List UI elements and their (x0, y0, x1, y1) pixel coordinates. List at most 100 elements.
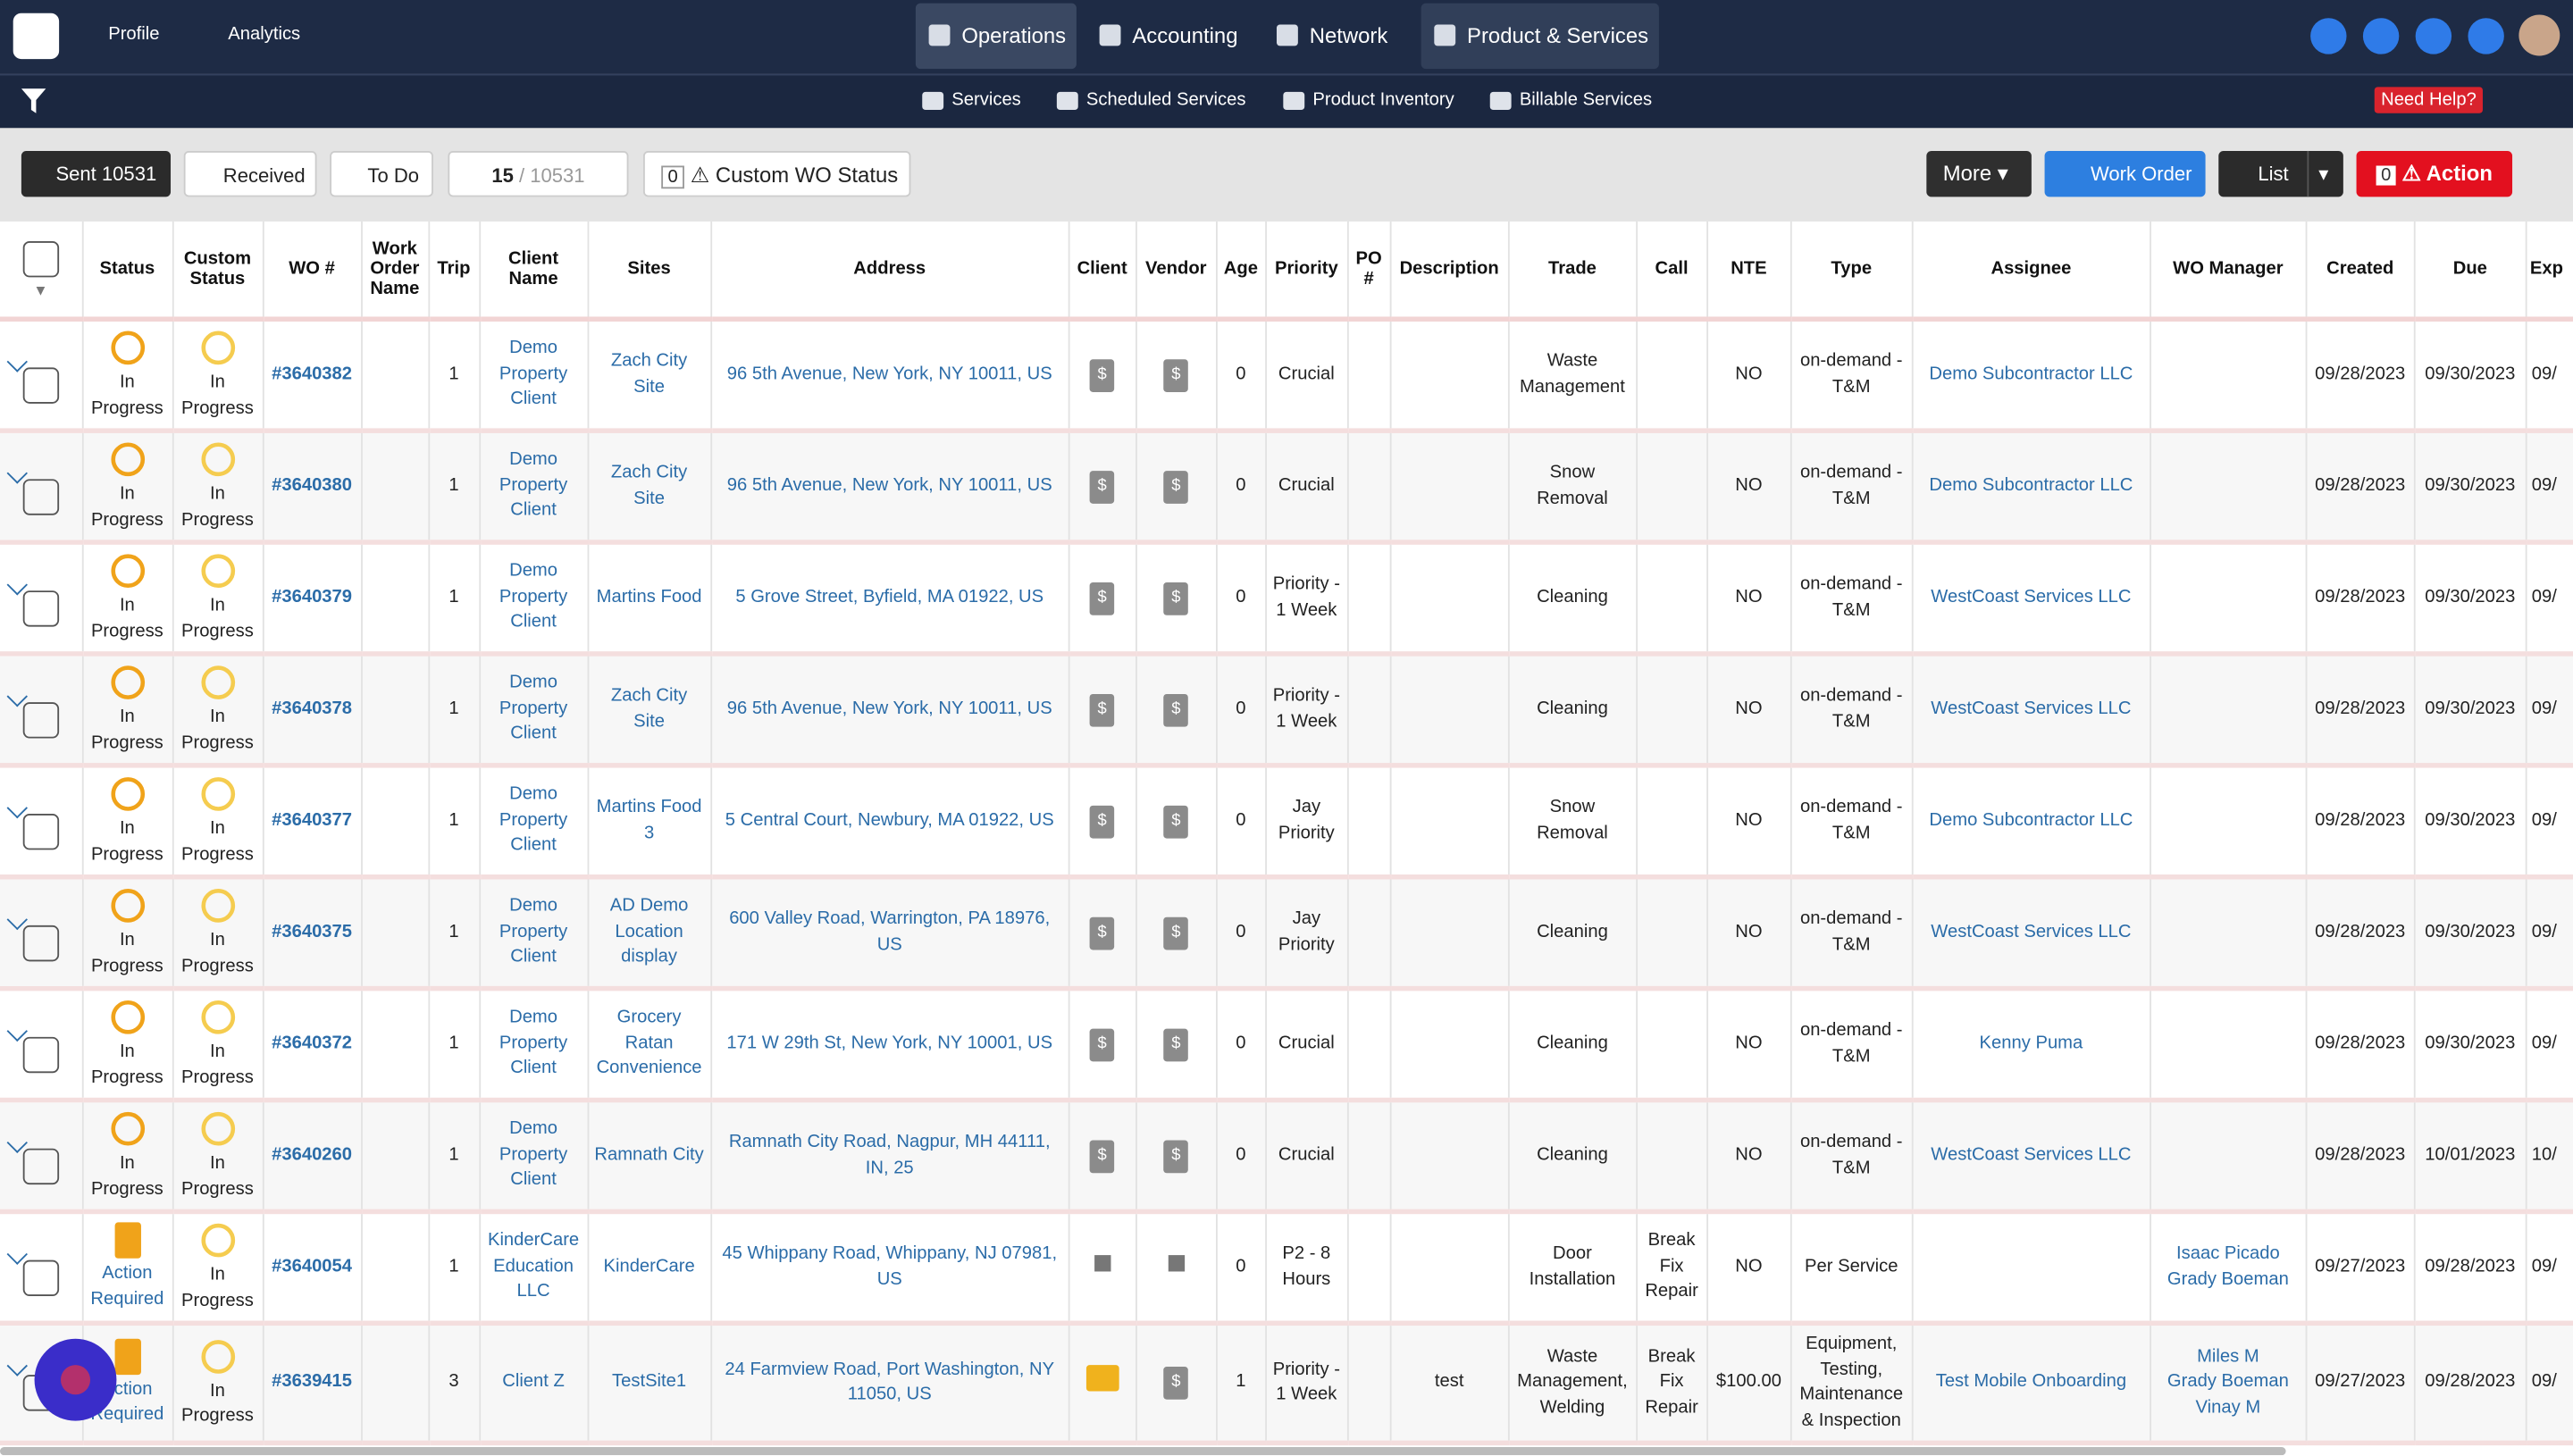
column-header[interactable]: Status (81, 221, 173, 322)
more-button[interactable]: More ▾ (1926, 150, 2032, 197)
checkbox[interactable] (22, 240, 59, 277)
wo-text[interactable]: #3640377 (272, 809, 353, 830)
invoice-icon[interactable]: $ (1089, 1139, 1115, 1173)
invoice-icon[interactable]: $ (1089, 582, 1115, 615)
address-text[interactable]: 171 W 29th St, New York, NY 10001, US (726, 1033, 1053, 1053)
client-text[interactable]: Demo Property Client (499, 1119, 568, 1191)
sub-nav-link[interactable]: Services (922, 90, 1021, 111)
site-text[interactable]: Zach City Site (610, 351, 688, 397)
assignee-text[interactable]: WestCoast Services LLC (1931, 587, 2132, 607)
invoice-icon[interactable]: $ (1163, 693, 1189, 726)
avatar[interactable] (2519, 14, 2560, 56)
site-text[interactable]: AD Demo Location display (609, 896, 689, 967)
column-header[interactable]: Sites (587, 221, 712, 322)
scrollbar[interactable] (0, 1447, 2286, 1456)
site-text[interactable]: Martins Food 3 (596, 797, 702, 843)
column-header[interactable]: Client (1069, 221, 1137, 322)
page-input[interactable]: 15 / 10531 (448, 150, 629, 197)
address-text[interactable]: 96 5th Avenue, New York, NY 10011, US (726, 364, 1052, 384)
checkbox[interactable] (22, 925, 59, 961)
wo-text[interactable]: #3640378 (272, 698, 353, 719)
client-text[interactable]: KinderCare Education LLC (487, 1231, 580, 1301)
list-button[interactable]: List ▾ (2218, 150, 2343, 197)
nav-link[interactable]: Analytics (228, 24, 301, 45)
assignee-text[interactable]: WestCoast Services LLC (1931, 698, 2132, 719)
address-text[interactable]: 45 Whippany Road, Whippany, NJ 07981, US (722, 1243, 1058, 1289)
invoice-icon[interactable]: $ (1089, 693, 1115, 726)
address-text[interactable]: 96 5th Avenue, New York, NY 10011, US (726, 698, 1052, 719)
manager-text[interactable]: Vinay M (2195, 1397, 2261, 1418)
nav-link[interactable]: Profile (108, 24, 160, 45)
checkbox[interactable] (22, 1148, 59, 1184)
column-header[interactable]: Vendor (1136, 221, 1218, 322)
column-header[interactable]: Due (2414, 221, 2527, 322)
invoice-icon[interactable]: $ (1163, 916, 1189, 950)
column-header[interactable]: WO # (262, 221, 363, 322)
icon-button[interactable] (2415, 18, 2452, 54)
wo-text[interactable]: #3639415 (272, 1371, 353, 1393)
filter-icon[interactable] (21, 88, 46, 114)
address-text[interactable]: Ramnath City Road, Nagpur, MH 44111, IN,… (728, 1132, 1051, 1177)
address-text[interactable]: 24 Farmview Road, Port Washington, NY 11… (725, 1359, 1055, 1405)
column-header[interactable]: Age (1216, 221, 1267, 322)
client-text[interactable]: Demo Property Client (499, 449, 568, 521)
column-header[interactable]: Description (1390, 221, 1510, 322)
todo-button[interactable]: To Do (330, 150, 433, 197)
manager-text[interactable]: Miles M (2197, 1346, 2259, 1367)
action-button[interactable]: 0 ⚠ Action (2356, 150, 2513, 197)
column-header[interactable]: Work Order Name (361, 221, 430, 322)
column-header[interactable]: WO Manager (2150, 221, 2308, 322)
checkbox[interactable] (22, 1259, 59, 1296)
help-button[interactable]: Need Help? (2374, 87, 2484, 113)
invoice-icon[interactable]: $ (1163, 358, 1189, 392)
site-text[interactable]: TestSite1 (612, 1371, 687, 1393)
checkbox[interactable] (22, 813, 59, 849)
address-text[interactable]: 96 5th Avenue, New York, NY 10011, US (726, 475, 1052, 496)
site-text[interactable]: KinderCare (603, 1256, 695, 1276)
assignee-text[interactable]: WestCoast Services LLC (1931, 921, 2132, 941)
column-header[interactable]: Trade (1508, 221, 1638, 322)
column-header[interactable]: Exp (2526, 221, 2573, 322)
nav-tab[interactable]: Network (1263, 4, 1397, 69)
column-header[interactable]: Created (2306, 221, 2416, 322)
invoice-icon[interactable]: $ (1089, 470, 1115, 503)
site-text[interactable]: Zach City Site (610, 685, 688, 732)
nav-tab[interactable]: Operations (915, 3, 1077, 70)
invoice-icon[interactable]: $ (1089, 358, 1115, 392)
address-text[interactable]: 600 Valley Road, Warrington, PA 18976, U… (729, 908, 1051, 955)
wo-text[interactable]: #3640379 (272, 587, 353, 607)
invoice-icon[interactable]: $ (1163, 804, 1189, 838)
assignee-text[interactable]: Test Mobile Onboarding (1935, 1371, 2127, 1393)
expand-icon[interactable] (6, 1355, 28, 1377)
client-text[interactable]: Demo Property Client (499, 1008, 568, 1079)
assignee-text[interactable]: WestCoast Services LLC (1931, 1144, 2132, 1165)
wo-text[interactable]: #3640260 (272, 1144, 353, 1165)
client-text[interactable]: Demo Property Client (499, 561, 568, 632)
wo-text[interactable]: #3640382 (272, 364, 353, 384)
invoice-icon[interactable]: $ (1163, 1139, 1189, 1173)
manager-text[interactable]: Grady Boeman (2167, 1371, 2289, 1393)
site-text[interactable]: Ramnath City (594, 1144, 704, 1165)
invoice-icon[interactable]: $ (1089, 804, 1115, 838)
nav-tab[interactable]: Product & Services (1421, 3, 1659, 70)
client-text[interactable]: Demo Property Client (499, 338, 568, 409)
column-header[interactable]: Type (1790, 221, 1914, 322)
assignee-text[interactable]: Kenny Puma (1979, 1033, 2083, 1053)
column-header[interactable]: Trip (428, 221, 481, 322)
column-header[interactable]: NTE (1706, 221, 1792, 322)
column-header[interactable]: Custom Status (172, 221, 264, 322)
column-header[interactable]: PO # (1347, 221, 1391, 322)
logo[interactable] (13, 13, 60, 60)
manager-text[interactable]: Isaac Picado (2176, 1243, 2280, 1264)
invoice-icon[interactable]: $ (1089, 916, 1115, 950)
sub-nav-link[interactable]: Product Inventory (1283, 90, 1454, 111)
sub-nav-link[interactable]: Scheduled Services (1056, 90, 1246, 111)
sent-button[interactable]: Sent 10531 (21, 150, 172, 197)
site-text[interactable]: Zach City Site (610, 462, 688, 508)
column-header[interactable]: Client Name (479, 221, 589, 322)
assignee-text[interactable]: Demo Subcontractor LLC (1929, 364, 2133, 384)
icon-button[interactable] (2468, 18, 2504, 54)
client-text[interactable]: Demo Property Client (499, 896, 568, 967)
address-text[interactable]: 5 Central Court, Newbury, MA 01922, US (725, 809, 1054, 830)
address-text[interactable]: 5 Grove Street, Byfield, MA 01922, US (735, 587, 1044, 607)
